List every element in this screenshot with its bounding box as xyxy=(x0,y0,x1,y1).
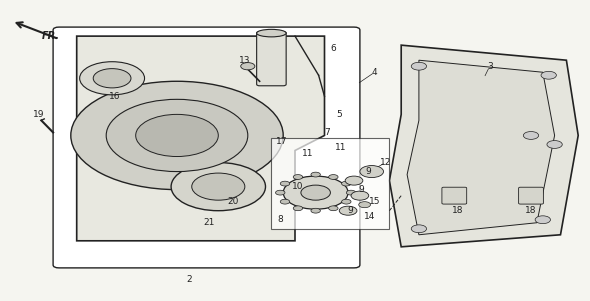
Circle shape xyxy=(311,208,320,213)
FancyBboxPatch shape xyxy=(519,187,543,204)
Circle shape xyxy=(359,202,371,208)
Circle shape xyxy=(342,199,351,204)
Text: 2: 2 xyxy=(186,275,192,284)
Circle shape xyxy=(339,206,357,215)
Circle shape xyxy=(346,190,356,195)
Circle shape xyxy=(411,225,427,233)
FancyBboxPatch shape xyxy=(257,32,286,86)
Circle shape xyxy=(106,99,248,172)
Text: 7: 7 xyxy=(324,128,330,137)
Circle shape xyxy=(360,166,384,178)
Circle shape xyxy=(329,206,338,211)
Text: 21: 21 xyxy=(204,218,215,227)
FancyBboxPatch shape xyxy=(271,138,389,229)
Circle shape xyxy=(535,216,550,224)
Text: 6: 6 xyxy=(330,44,336,53)
Circle shape xyxy=(342,181,351,186)
Text: 20: 20 xyxy=(227,197,239,206)
Circle shape xyxy=(311,172,320,177)
Text: 8: 8 xyxy=(277,215,283,224)
Text: 17: 17 xyxy=(276,137,288,146)
Text: 14: 14 xyxy=(364,212,376,221)
Circle shape xyxy=(171,163,266,211)
Ellipse shape xyxy=(257,29,286,37)
Circle shape xyxy=(351,191,369,200)
Circle shape xyxy=(411,62,427,70)
Text: 18: 18 xyxy=(525,206,537,215)
Circle shape xyxy=(293,175,303,179)
Circle shape xyxy=(301,185,330,200)
Circle shape xyxy=(293,206,303,211)
Text: 4: 4 xyxy=(372,68,378,77)
Circle shape xyxy=(541,71,556,79)
Text: 9: 9 xyxy=(366,167,372,176)
Text: 16: 16 xyxy=(109,92,121,101)
Text: 9: 9 xyxy=(358,185,364,194)
Text: 12: 12 xyxy=(380,158,392,167)
Text: 15: 15 xyxy=(369,197,381,206)
Text: 9: 9 xyxy=(348,206,353,215)
Text: 11: 11 xyxy=(302,149,314,158)
Circle shape xyxy=(283,176,348,209)
Text: FR.: FR. xyxy=(41,31,60,41)
Polygon shape xyxy=(407,60,555,235)
Circle shape xyxy=(345,176,363,185)
Circle shape xyxy=(276,190,285,195)
Circle shape xyxy=(136,114,218,157)
Polygon shape xyxy=(77,36,324,241)
Polygon shape xyxy=(389,45,578,247)
Circle shape xyxy=(93,69,131,88)
Circle shape xyxy=(241,63,255,70)
Text: 10: 10 xyxy=(292,182,304,191)
Circle shape xyxy=(280,181,290,186)
Text: 19: 19 xyxy=(32,110,44,119)
Circle shape xyxy=(523,132,539,139)
Circle shape xyxy=(547,141,562,148)
FancyBboxPatch shape xyxy=(53,27,360,268)
Circle shape xyxy=(329,175,338,179)
Text: 18: 18 xyxy=(451,206,463,215)
Circle shape xyxy=(280,199,290,204)
Circle shape xyxy=(192,173,245,200)
Circle shape xyxy=(80,62,145,95)
Text: 11: 11 xyxy=(335,143,347,152)
Circle shape xyxy=(71,81,283,190)
Text: 13: 13 xyxy=(239,56,251,65)
Text: 5: 5 xyxy=(336,110,342,119)
Text: 3: 3 xyxy=(487,62,493,71)
FancyBboxPatch shape xyxy=(442,187,467,204)
